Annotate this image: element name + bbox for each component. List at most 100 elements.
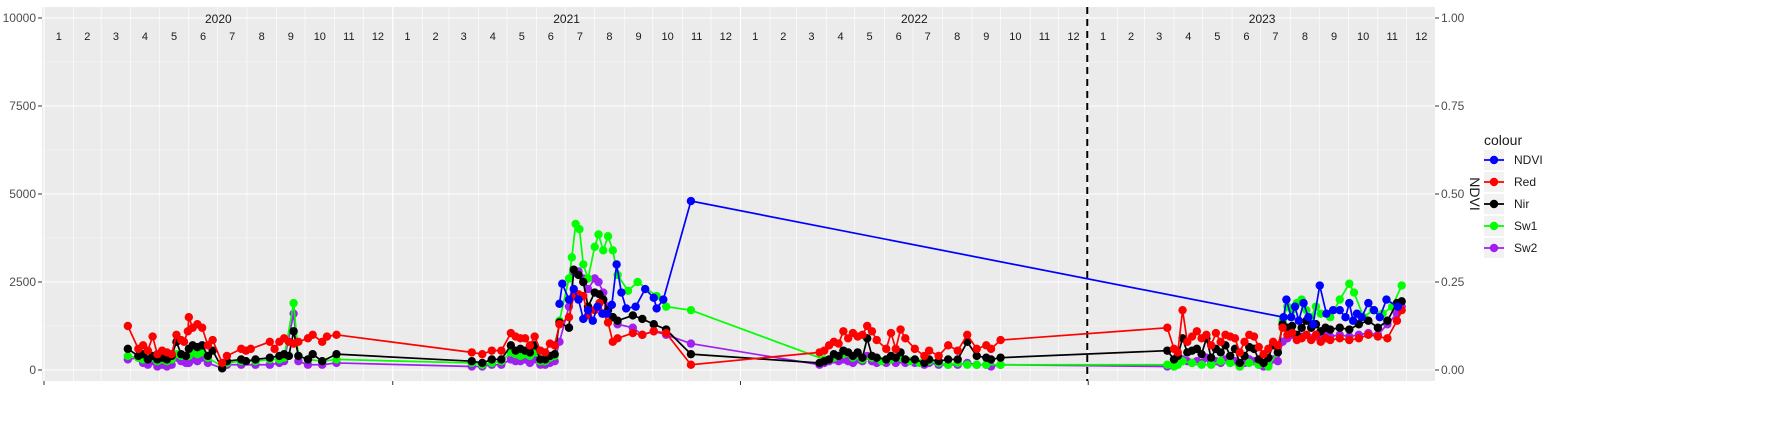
year-label: 2020 <box>205 12 232 26</box>
data-point-sw2 <box>686 339 696 348</box>
data-point-sw1 <box>1226 358 1235 368</box>
data-point-ndvi <box>1286 313 1296 322</box>
data-point-sw1 <box>1335 295 1344 304</box>
data-point-nir <box>628 311 638 320</box>
data-point-ndvi <box>1393 302 1403 311</box>
data-point-red <box>1392 316 1402 325</box>
data-point-ndvi <box>1375 313 1384 322</box>
month-label: 9 <box>635 31 641 43</box>
data-point-red <box>478 349 487 359</box>
data-point-red <box>924 346 934 355</box>
data-point-sw1 <box>1206 360 1216 369</box>
month-label: 6 <box>896 31 902 43</box>
year-label: 2023 <box>1249 12 1276 26</box>
data-point-red <box>1326 335 1335 345</box>
data-point-ndvi <box>558 279 567 288</box>
data-point-red <box>613 334 622 343</box>
data-point-sw1 <box>996 360 1005 369</box>
month-label: 3 <box>461 31 467 43</box>
data-point-nir <box>308 349 317 359</box>
legend-label: Sw2 <box>1514 241 1538 255</box>
y2-tick-label: 1.00 <box>1441 11 1465 25</box>
data-point-red <box>520 334 530 343</box>
data-point-red <box>1383 334 1392 343</box>
data-point-nir <box>1163 346 1172 355</box>
data-point-ndvi <box>1345 298 1354 308</box>
data-point-red <box>834 339 843 348</box>
data-point-sw1 <box>590 242 599 251</box>
year-label: 2021 <box>553 12 580 26</box>
data-point-sw1 <box>623 286 633 295</box>
month-label: 7 <box>925 31 931 43</box>
data-point-sw1 <box>1197 360 1206 369</box>
data-point-sw1 <box>661 302 671 311</box>
data-point-red <box>1364 330 1373 339</box>
legend: colour NDVI Red Nir Sw1 Sw2 <box>1484 132 1543 258</box>
legend-key-point <box>1489 221 1499 231</box>
data-point-red <box>1287 328 1297 338</box>
data-point-ndvi <box>686 196 696 206</box>
data-point-ndvi <box>1335 305 1344 315</box>
data-point-ndvi <box>659 295 668 304</box>
data-point-red <box>882 344 891 354</box>
axes: 0 2500 5000 7500 10000 0.00 0.25 0.50 0.75 1.00 <box>3 11 1465 385</box>
data-point-nir <box>123 344 133 354</box>
data-point-red <box>1278 323 1287 332</box>
data-point-nir <box>478 358 487 368</box>
data-point-nir <box>332 349 341 359</box>
data-point-ndvi <box>1328 305 1338 315</box>
data-point-ndvi <box>602 309 612 318</box>
data-point-red <box>953 346 962 355</box>
data-point-red <box>208 335 217 345</box>
data-point-red <box>1273 341 1283 350</box>
data-point-red <box>638 330 647 339</box>
data-point-nir <box>996 353 1005 362</box>
month-label: 1 <box>56 31 62 43</box>
data-point-ndvi <box>583 305 593 315</box>
series-ndvi <box>555 196 1403 329</box>
data-point-red <box>1178 305 1187 315</box>
data-point-nir <box>564 323 574 332</box>
legend-key-point <box>1489 199 1499 209</box>
data-point-sw1 <box>963 360 972 369</box>
month-label: 2 <box>780 31 786 43</box>
data-point-nir <box>686 349 696 359</box>
data-point-red <box>1335 334 1344 343</box>
data-point-ndvi <box>1315 281 1324 290</box>
data-point-sw1 <box>1349 288 1359 297</box>
data-point-nir <box>1345 325 1354 334</box>
data-point-nir <box>1297 323 1306 332</box>
data-point-sw1 <box>575 225 584 234</box>
data-point-red <box>896 325 905 334</box>
data-point-nir <box>1235 358 1244 368</box>
data-point-red <box>1345 335 1354 345</box>
month-label: 1 <box>404 31 410 43</box>
y2-tick-label: 0.75 <box>1441 99 1465 113</box>
data-point-red <box>1230 334 1240 343</box>
y-tick-label: 10000 <box>3 11 37 25</box>
data-point-red <box>1254 342 1263 352</box>
data-point-ndvi <box>1348 316 1358 325</box>
data-point-red <box>628 328 638 338</box>
data-point-sw1 <box>686 305 696 315</box>
month-label: 2 <box>84 31 90 43</box>
data-point-ndvi <box>631 302 640 311</box>
data-point-nir <box>284 351 294 361</box>
y2-tick-label: 0.00 <box>1441 363 1465 377</box>
month-label: 3 <box>808 31 814 43</box>
data-point-red <box>686 360 696 369</box>
data-point-red <box>910 344 920 354</box>
data-point-red <box>294 337 303 347</box>
data-point-nir <box>972 351 981 361</box>
data-point-ndvi <box>1357 313 1366 322</box>
data-point-red <box>332 330 341 339</box>
data-point-ndvi <box>1369 305 1379 315</box>
data-point-red <box>564 313 574 322</box>
data-point-red <box>123 321 133 331</box>
data-point-ndvi <box>1282 295 1291 304</box>
month-label: 11 <box>1039 31 1050 43</box>
month-label: 12 <box>720 31 732 43</box>
data-point-red <box>550 341 559 350</box>
data-point-red <box>886 328 896 338</box>
